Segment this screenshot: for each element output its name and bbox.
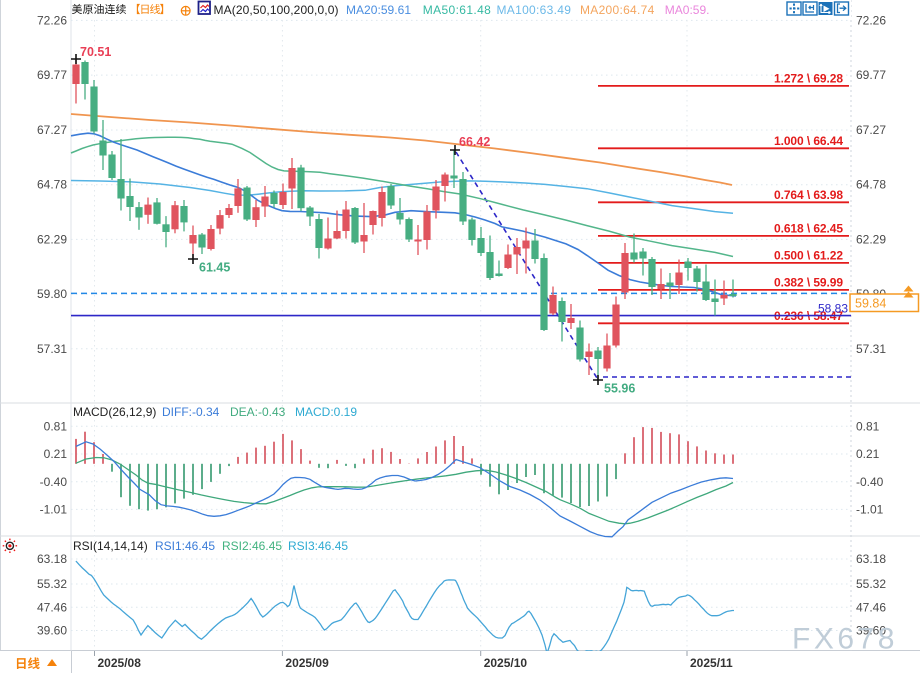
svg-text:0.618 \ 62.45: 0.618 \ 62.45 xyxy=(774,221,843,235)
svg-text:MA100:63.49: MA100:63.49 xyxy=(497,3,572,17)
svg-text:72.26: 72.26 xyxy=(37,13,67,27)
svg-text:RSI3:46.45: RSI3:46.45 xyxy=(288,539,348,553)
svg-text:70.51: 70.51 xyxy=(80,45,111,59)
svg-text:62.29: 62.29 xyxy=(856,232,886,246)
svg-text:64.78: 64.78 xyxy=(856,178,886,192)
svg-text:0.764 \ 63.98: 0.764 \ 63.98 xyxy=(774,188,843,202)
svg-text:MA0:59.: MA0:59. xyxy=(665,3,710,17)
svg-text:39.60: 39.60 xyxy=(856,624,886,638)
svg-text:0.81: 0.81 xyxy=(44,419,68,433)
svg-text:2025/08: 2025/08 xyxy=(98,656,142,670)
svg-text:MACD(26,12,9): MACD(26,12,9) xyxy=(73,405,156,419)
svg-text:RSI1:46.45: RSI1:46.45 xyxy=(155,539,215,553)
svg-text:MA200:64.74: MA200:64.74 xyxy=(580,3,655,17)
svg-text:DEA:-0.43: DEA:-0.43 xyxy=(230,405,286,419)
svg-text:61.45: 61.45 xyxy=(199,261,230,275)
svg-text:67.27: 67.27 xyxy=(856,123,886,137)
svg-text:DIFF:-0.34: DIFF:-0.34 xyxy=(162,405,220,419)
svg-text:63.18: 63.18 xyxy=(37,552,67,566)
svg-text:MACD:0.19: MACD:0.19 xyxy=(295,405,357,419)
svg-text:-1.01: -1.01 xyxy=(40,502,68,516)
svg-text:57.31: 57.31 xyxy=(37,342,67,356)
svg-text:RSI(14,14,14): RSI(14,14,14) xyxy=(73,539,148,553)
svg-text:47.46: 47.46 xyxy=(856,600,886,614)
svg-text:58.83: 58.83 xyxy=(818,302,848,316)
svg-text:2025/10: 2025/10 xyxy=(484,656,528,670)
svg-text:62.29: 62.29 xyxy=(37,232,67,246)
svg-text:-1.01: -1.01 xyxy=(856,502,884,516)
svg-text:MA50:61.48: MA50:61.48 xyxy=(423,3,491,17)
svg-text:0.81: 0.81 xyxy=(856,419,880,433)
svg-text:0.500 \ 61.22: 0.500 \ 61.22 xyxy=(774,248,843,262)
svg-text:66.42: 66.42 xyxy=(459,135,490,149)
svg-text:59.80: 59.80 xyxy=(37,287,67,301)
svg-text:55.96: 55.96 xyxy=(604,382,635,396)
svg-text:69.77: 69.77 xyxy=(37,68,67,82)
svg-text:64.78: 64.78 xyxy=(37,178,67,192)
svg-text:MA(20,50,100,200,0,0): MA(20,50,100,200,0,0) xyxy=(214,3,339,17)
svg-text:FX678: FX678 xyxy=(792,623,898,656)
svg-text:0.382 \ 59.99: 0.382 \ 59.99 xyxy=(774,275,843,289)
svg-text:-0.40: -0.40 xyxy=(40,475,68,489)
svg-text:0.21: 0.21 xyxy=(44,447,68,461)
svg-text:39.60: 39.60 xyxy=(37,624,67,638)
svg-text:63.18: 63.18 xyxy=(856,552,886,566)
svg-text:MA20:59.61: MA20:59.61 xyxy=(346,3,411,17)
svg-text:47.46: 47.46 xyxy=(37,600,67,614)
svg-text:-0.40: -0.40 xyxy=(856,475,884,489)
svg-text:1.000 \ 66.44: 1.000 \ 66.44 xyxy=(774,134,843,148)
svg-text:0.21: 0.21 xyxy=(856,447,880,461)
svg-text:1.272 \ 69.28: 1.272 \ 69.28 xyxy=(774,71,843,85)
svg-text:72.26: 72.26 xyxy=(856,13,886,27)
svg-text:RSI2:46.45: RSI2:46.45 xyxy=(222,539,282,553)
svg-text:2025/09: 2025/09 xyxy=(285,656,329,670)
svg-text:67.27: 67.27 xyxy=(37,123,67,137)
svg-text:55.32: 55.32 xyxy=(37,577,67,591)
svg-text:57.31: 57.31 xyxy=(856,342,886,356)
svg-text:69.77: 69.77 xyxy=(856,68,886,82)
svg-text:2025/11: 2025/11 xyxy=(690,656,733,670)
svg-text:59.84: 59.84 xyxy=(855,297,886,311)
svg-text:55.32: 55.32 xyxy=(856,577,886,591)
